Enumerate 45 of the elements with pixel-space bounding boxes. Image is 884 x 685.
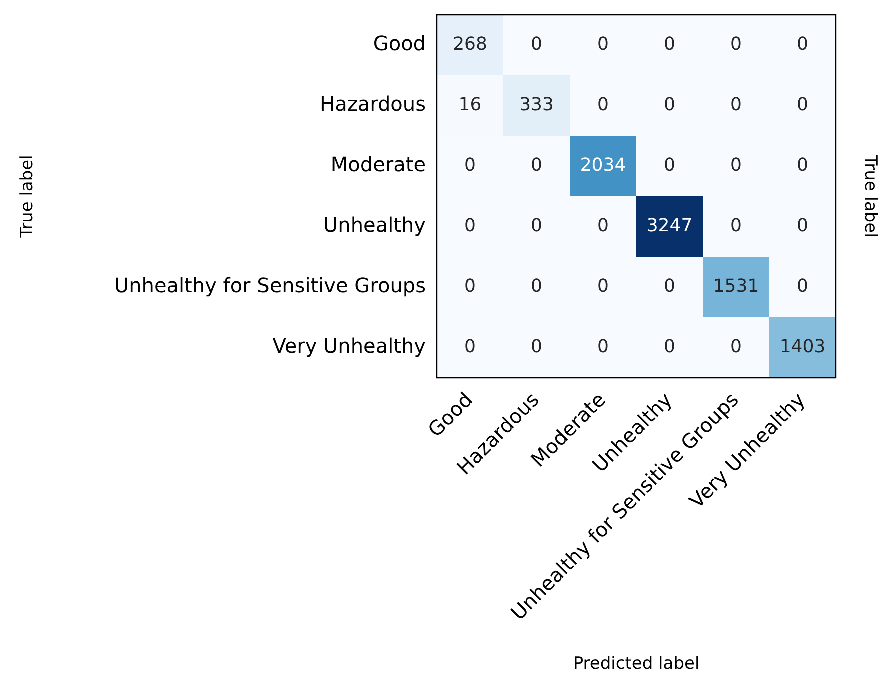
y-axis-title: True label xyxy=(18,155,38,239)
y-tick-label: Unhealthy for Sensitive Groups xyxy=(114,273,426,298)
data-label: 0 xyxy=(531,276,542,297)
data-label: 1531 xyxy=(713,276,760,297)
x-axis-title: Predicted label xyxy=(573,654,700,674)
data-label: 0 xyxy=(730,154,742,176)
y2-axis-title: True label xyxy=(860,154,880,238)
y-tick-label: Unhealthy xyxy=(324,212,426,237)
data-label: 0 xyxy=(598,215,609,236)
data-label: 333 xyxy=(520,94,554,116)
data-label: 2034 xyxy=(580,154,626,176)
data-label: 0 xyxy=(730,336,742,358)
data-label: 0 xyxy=(598,94,609,116)
data-label: 0 xyxy=(464,336,476,358)
data-label: 1403 xyxy=(780,336,826,358)
data-label: 0 xyxy=(531,215,542,236)
data-label: 0 xyxy=(730,34,742,55)
data-label: 0 xyxy=(531,34,542,55)
data-label: 0 xyxy=(664,34,676,55)
data-label: 0 xyxy=(464,154,476,176)
y-tick-label: Good xyxy=(373,31,426,56)
data-label: 0 xyxy=(664,276,676,297)
data-label: 0 xyxy=(531,154,542,176)
data-label: 0 xyxy=(797,94,808,116)
y-tick-label: Moderate xyxy=(330,152,426,176)
data-label: 0 xyxy=(797,34,808,55)
data-label: 268 xyxy=(453,34,488,55)
data-label: 0 xyxy=(664,154,676,176)
data-label: 16 xyxy=(458,94,482,116)
data-label: 0 xyxy=(797,215,808,236)
data-label: 0 xyxy=(664,336,676,358)
y-tick-label: Hazardous xyxy=(320,92,426,116)
data-label: 0 xyxy=(664,94,676,116)
data-label: 0 xyxy=(730,94,742,116)
data-label: 0 xyxy=(730,215,742,236)
data-label: 0 xyxy=(531,336,542,358)
data-label: 0 xyxy=(464,276,476,297)
data-label: 0 xyxy=(598,336,609,358)
data-label: 0 xyxy=(797,154,808,176)
data-label: 0 xyxy=(464,215,476,236)
data-label: 0 xyxy=(598,34,609,55)
y-tick-label: Very Unhealthy xyxy=(272,334,426,358)
data-label: 0 xyxy=(598,276,609,297)
data-label: 0 xyxy=(797,276,808,297)
data-label: 3247 xyxy=(646,215,693,236)
